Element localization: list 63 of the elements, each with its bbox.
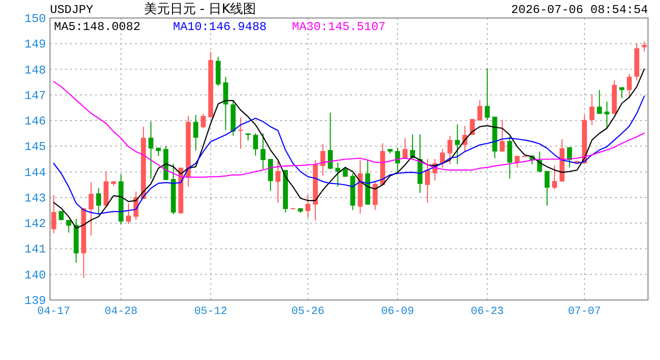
candlestick xyxy=(268,158,273,192)
y-tick-label: 140 xyxy=(24,268,46,282)
candlestick xyxy=(619,86,624,99)
y-tick-label: 149 xyxy=(24,38,46,52)
candlestick xyxy=(96,188,102,216)
x-tick-label: 04-17 xyxy=(37,306,70,318)
candlestick xyxy=(216,56,221,86)
y-tick-label: 150 xyxy=(24,12,46,26)
y-tick-label: 148 xyxy=(24,63,46,78)
text: MA10:146.9488 xyxy=(173,20,267,34)
y-tick-label: 143 xyxy=(24,191,46,206)
y-tick-label: 139 xyxy=(24,294,46,308)
candlestick xyxy=(589,94,594,126)
candlestick xyxy=(500,120,505,152)
candlestick xyxy=(335,162,340,188)
candlestick xyxy=(626,73,632,99)
x-tick-label: 05-26 xyxy=(291,306,324,318)
candlestick xyxy=(148,121,154,180)
candlestick xyxy=(223,76,228,131)
candlestick xyxy=(507,136,512,179)
candlestick xyxy=(447,135,452,165)
candlestick xyxy=(260,132,266,170)
candlestick xyxy=(372,181,378,211)
text: MA5:148.0082 xyxy=(54,20,140,34)
candlestick xyxy=(596,90,602,114)
y-tick-label: 146 xyxy=(24,114,46,129)
candlestick xyxy=(126,202,131,224)
candlestick xyxy=(88,182,94,236)
y-tick-label: 147 xyxy=(24,88,46,103)
candlestick xyxy=(440,148,445,168)
candlestick xyxy=(470,118,475,136)
candlestick xyxy=(66,220,72,234)
candlestick xyxy=(51,194,56,234)
candlestick xyxy=(544,170,550,206)
candlestick xyxy=(454,124,460,165)
candlestick xyxy=(58,210,64,222)
y-tick-label: 141 xyxy=(24,242,46,257)
candlestick xyxy=(320,143,326,176)
candlestick xyxy=(425,158,430,204)
candlestick xyxy=(305,194,310,218)
y-tick-label: 144 xyxy=(24,166,46,180)
candlestick xyxy=(604,101,610,128)
candlestick xyxy=(484,68,490,121)
chart-title: 美元日元 - 日K线图 xyxy=(144,1,256,17)
candlestick xyxy=(276,160,280,204)
candlestick xyxy=(238,116,244,150)
candlestick xyxy=(552,164,558,190)
candlestick xyxy=(328,112,333,170)
candlestick xyxy=(253,132,258,156)
x-tick-label: 05-12 xyxy=(194,306,228,318)
candlestick xyxy=(395,146,400,172)
x-tick-label: 06-23 xyxy=(470,306,504,318)
y-tick-label: 142 xyxy=(24,217,46,232)
x-tick-label: 04-28 xyxy=(104,306,138,318)
x-tick-label: 07-07 xyxy=(568,306,601,318)
candlestick xyxy=(567,146,572,168)
text: MA30:145.5107 xyxy=(292,20,386,34)
x-tick-label: 06-09 xyxy=(381,306,414,318)
y-tick-label: 145 xyxy=(24,140,46,154)
chart-subtitle: USDJPY xyxy=(50,3,94,17)
text: 2026-07-06 08:54:54 xyxy=(511,3,648,17)
line-series xyxy=(53,68,645,229)
candlestick xyxy=(477,100,482,122)
